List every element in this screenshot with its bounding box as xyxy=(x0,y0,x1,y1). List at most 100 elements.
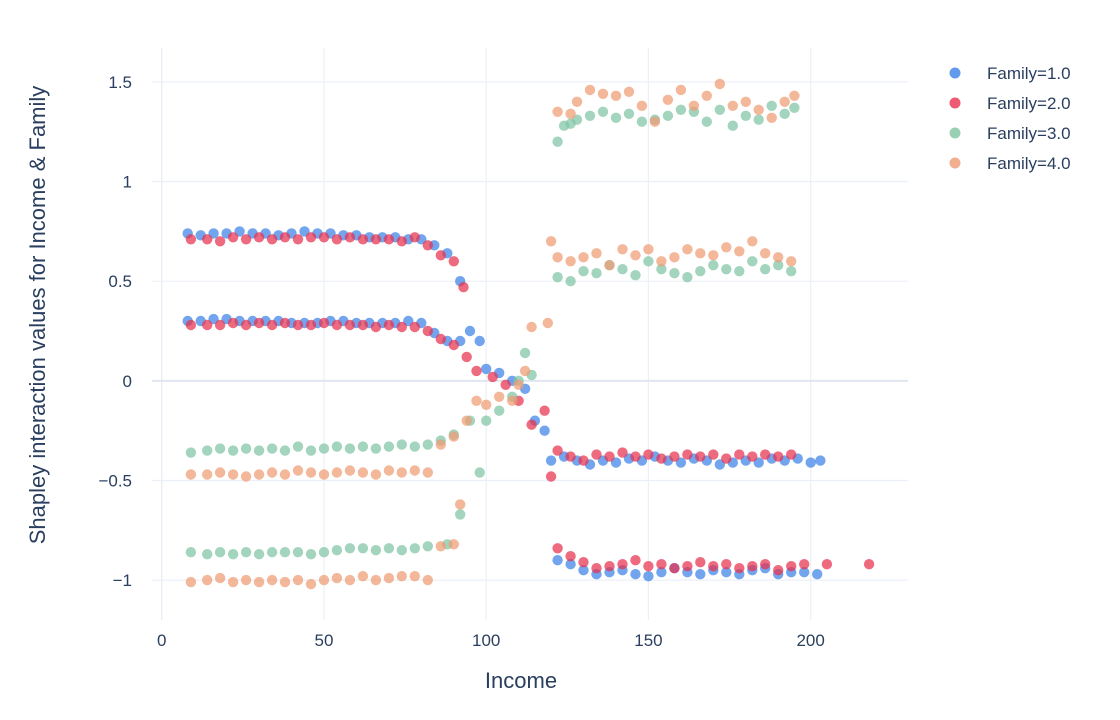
legend-item[interactable]: Family=2.0 xyxy=(949,94,1071,113)
data-point xyxy=(721,567,732,578)
data-points xyxy=(182,78,875,590)
data-point xyxy=(214,236,226,247)
data-point xyxy=(383,441,395,452)
data-point xyxy=(507,395,518,406)
data-point xyxy=(669,451,680,462)
data-point xyxy=(805,457,816,468)
data-point xyxy=(662,94,674,106)
data-point xyxy=(409,571,420,582)
data-point xyxy=(487,371,498,383)
data-point xyxy=(701,90,712,102)
legend-marker xyxy=(949,157,961,169)
data-point xyxy=(357,571,369,582)
data-point xyxy=(708,561,719,572)
data-point xyxy=(318,443,330,454)
data-point xyxy=(610,112,622,124)
data-point xyxy=(202,319,213,331)
data-point xyxy=(185,319,197,331)
data-point xyxy=(370,321,382,333)
data-point xyxy=(202,574,213,586)
data-point xyxy=(383,572,395,584)
data-point xyxy=(370,469,382,480)
data-point xyxy=(565,276,576,287)
data-point xyxy=(500,379,511,390)
data-point xyxy=(240,471,252,482)
data-point xyxy=(740,110,751,122)
data-point xyxy=(734,563,745,574)
data-point xyxy=(185,234,197,245)
data-point xyxy=(266,574,278,586)
data-point xyxy=(617,244,628,255)
data-point xyxy=(675,104,687,116)
data-point xyxy=(708,260,719,271)
data-point xyxy=(539,425,550,436)
data-point xyxy=(863,559,875,570)
data-point xyxy=(597,106,609,118)
data-point xyxy=(753,104,764,116)
data-point xyxy=(227,576,239,588)
y-tick-label: −0.5 xyxy=(98,471,132,490)
data-point xyxy=(227,549,239,560)
data-point xyxy=(565,108,576,120)
data-point xyxy=(786,266,797,277)
data-point xyxy=(214,319,226,331)
data-point xyxy=(623,86,635,98)
legend-item[interactable]: Family=4.0 xyxy=(949,154,1071,173)
data-point xyxy=(552,136,563,147)
data-point xyxy=(552,272,563,283)
data-point xyxy=(227,317,239,329)
data-point xyxy=(279,445,291,456)
data-point xyxy=(565,451,576,462)
data-point xyxy=(643,244,654,255)
data-point xyxy=(552,106,563,118)
data-point xyxy=(409,232,420,243)
legend-item[interactable]: Family=3.0 xyxy=(949,124,1071,143)
data-point xyxy=(185,469,197,480)
data-point xyxy=(409,441,420,452)
data-point xyxy=(448,431,459,442)
data-point xyxy=(266,467,278,478)
data-point xyxy=(331,572,343,584)
legend-label: Family=4.0 xyxy=(987,154,1071,173)
x-tick-label: 50 xyxy=(315,631,334,650)
data-point xyxy=(519,365,531,377)
data-point xyxy=(240,574,252,586)
data-point xyxy=(396,321,407,333)
data-point xyxy=(471,365,482,377)
y-tick-label: 1.5 xyxy=(108,73,132,92)
legend-marker xyxy=(949,97,961,109)
data-point xyxy=(279,576,291,588)
legend-label: Family=3.0 xyxy=(987,124,1071,143)
legend-marker xyxy=(949,127,961,139)
data-point xyxy=(253,445,265,456)
data-point xyxy=(526,321,537,333)
data-point xyxy=(682,561,693,572)
data-point xyxy=(821,559,833,570)
data-point xyxy=(591,563,602,574)
legend-item[interactable]: Family=1.0 xyxy=(949,64,1071,83)
data-point xyxy=(545,455,557,466)
data-point xyxy=(701,116,712,127)
data-point xyxy=(266,234,278,245)
data-point xyxy=(344,465,356,476)
data-point xyxy=(240,547,252,558)
data-point xyxy=(721,264,732,275)
data-point xyxy=(331,234,343,245)
data-point xyxy=(643,256,654,267)
data-point xyxy=(240,443,252,454)
data-point xyxy=(727,100,738,112)
x-tick-label: 150 xyxy=(634,631,662,650)
data-point xyxy=(292,319,304,331)
data-point xyxy=(662,110,674,122)
data-point xyxy=(552,445,563,456)
data-point xyxy=(422,541,433,552)
data-point xyxy=(779,96,790,108)
data-point xyxy=(305,319,317,331)
data-point xyxy=(630,270,641,281)
data-point xyxy=(591,268,602,279)
data-point xyxy=(202,445,213,456)
data-point xyxy=(357,467,369,478)
grid-lines xyxy=(152,48,908,620)
data-point xyxy=(331,545,343,556)
